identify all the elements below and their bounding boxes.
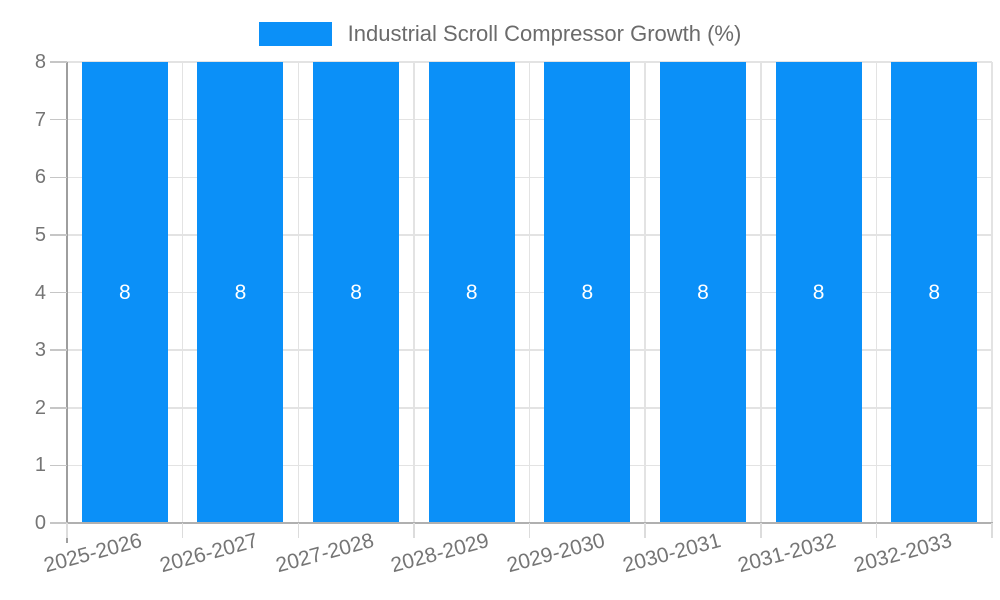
x-axis-tick	[644, 523, 646, 538]
y-axis-tick	[50, 464, 67, 467]
bar-value-label: 8	[697, 280, 709, 304]
y-axis-tick	[50, 234, 67, 236]
bar[interactable]: 8	[313, 62, 400, 523]
v-gridline	[181, 62, 184, 523]
bar[interactable]: 8	[428, 62, 515, 523]
x-axis-tick	[528, 523, 531, 538]
bar-value-label: 8	[812, 280, 825, 304]
v-gridline	[413, 62, 415, 523]
y-axis-tick-label: 7	[34, 108, 46, 131]
v-gridline	[644, 62, 646, 523]
legend-label: Industrial Scroll Compressor Growth (%)	[347, 21, 742, 46]
bar-value-label: 8	[928, 280, 941, 304]
y-axis-tick-label: 3	[34, 339, 46, 362]
plot-area: 8 8 8 8 8 8 8 8	[67, 61, 993, 523]
x-axis-label: 2025-2026	[41, 529, 145, 578]
y-axis-tick-label: 2	[34, 396, 46, 419]
bar-value-label: 8	[234, 280, 247, 304]
x-axis-tick	[760, 523, 762, 538]
bar[interactable]: 8	[775, 62, 862, 523]
y-axis-tick-label: 4	[34, 281, 46, 304]
bar[interactable]: 8	[891, 62, 978, 523]
y-axis-line	[66, 62, 68, 543]
legend-swatch	[258, 22, 332, 46]
x-axis-label: 2032-2033	[851, 529, 955, 578]
x-axis-label: 2030-2031	[619, 529, 723, 578]
bar-value-label: 8	[118, 280, 131, 304]
y-axis-tick-label: 0	[34, 512, 46, 534]
y-axis-tick-label: 6	[34, 166, 46, 189]
v-gridline	[760, 62, 762, 523]
v-gridline	[875, 62, 878, 523]
x-axis-label: 2029-2030	[504, 529, 608, 578]
x-axis-tick	[66, 523, 68, 538]
x-axis-tick	[297, 523, 299, 538]
y-axis-tick	[50, 118, 67, 121]
y-axis-tick	[50, 291, 67, 294]
bar-value-label: 8	[581, 280, 594, 304]
bar[interactable]: 8	[659, 62, 746, 523]
chart-legend[interactable]: Industrial Scroll Compressor Growth (%)	[0, 21, 1000, 47]
y-axis-tick	[50, 349, 67, 351]
bar-value-label: 8	[350, 280, 362, 304]
y-axis-tick	[50, 176, 67, 178]
x-axis-tick	[991, 523, 993, 538]
y-axis-tick-label: 5	[34, 223, 46, 246]
v-gridline	[297, 62, 299, 523]
x-axis-label: 2031-2032	[735, 529, 839, 578]
y-axis-tick-label: 8	[34, 51, 46, 73]
x-axis-tick	[413, 523, 415, 538]
bar[interactable]: 8	[81, 62, 168, 523]
y-axis-tick-label: 1	[34, 454, 46, 477]
y-axis-tick	[50, 407, 67, 409]
x-axis-tick	[875, 523, 878, 538]
x-axis-tick	[181, 523, 184, 538]
bar[interactable]: 8	[544, 62, 631, 523]
y-axis-tick	[50, 61, 67, 63]
x-axis-label: 2027-2028	[273, 529, 377, 578]
v-gridline	[528, 62, 531, 523]
x-axis-label: 2028-2029	[388, 529, 492, 578]
y-axis-tick	[50, 522, 67, 524]
x-axis-label: 2026-2027	[157, 529, 261, 578]
v-gridline	[991, 62, 993, 523]
bar[interactable]: 8	[197, 62, 284, 523]
bar-value-label: 8	[465, 280, 478, 304]
